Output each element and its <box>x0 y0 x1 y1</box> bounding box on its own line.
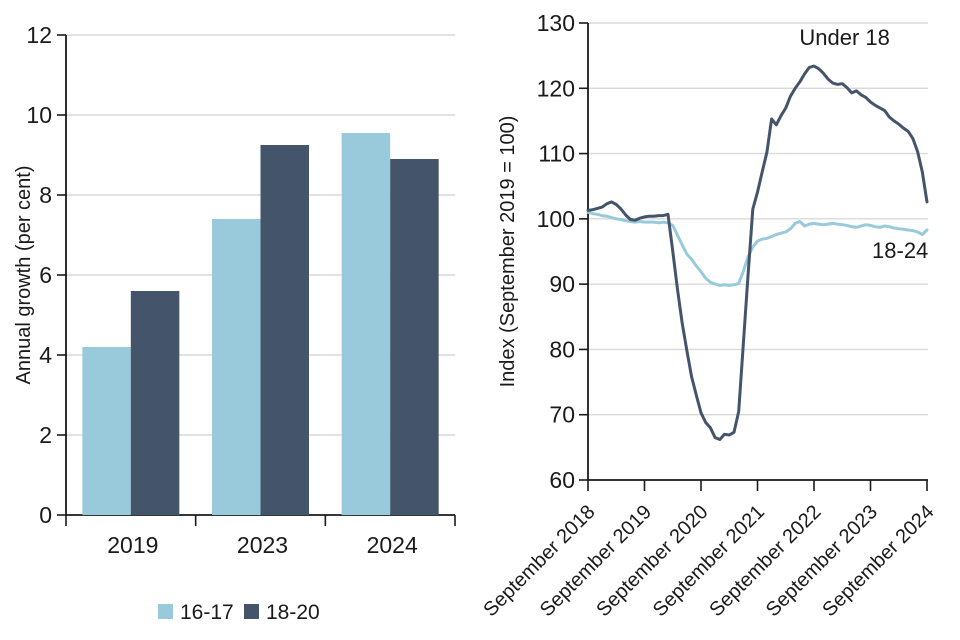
y-axis-title: Annual growth (per cent) <box>13 165 35 384</box>
y-tick-label: 90 <box>549 271 575 297</box>
annual-growth-bar-chart: 0 2 4 6 8 10 12 2019 2023 2024 Annual growth (per … <box>13 22 456 624</box>
legend-swatch-16-17 <box>158 604 173 619</box>
line-series <box>586 64 929 441</box>
bar-18-20-2024 <box>390 159 439 515</box>
series-line-18-24 <box>586 210 929 287</box>
bar-16-17-2023 <box>212 219 261 515</box>
x-category-label: 2019 <box>107 532 158 558</box>
legend-swatch-18-20 <box>244 604 259 619</box>
bar-chart-figure: 0 2 4 6 8 10 12 2019 2023 2024 Annual growth (per … <box>13 22 456 624</box>
series-line-Under 18 <box>586 64 929 441</box>
legend-label-18-20: 18-20 <box>266 601 320 624</box>
y-tick-label: 8 <box>39 182 52 208</box>
bar-16-17-2024 <box>341 133 391 515</box>
x-category-label: 2024 <box>367 532 418 558</box>
y-tick-label: 12 <box>26 22 52 48</box>
bar-18-20-2023 <box>260 145 309 515</box>
line-chart-figure: 60 70 80 90 100 110 120 130 September 2018 Septem… <box>479 0 960 640</box>
y-tick-label: 0 <box>39 502 52 528</box>
bar-18-20-2019 <box>130 291 180 515</box>
y-tick-label: 4 <box>39 342 52 368</box>
y-tick-label: 10 <box>26 102 52 128</box>
y-tick-label: 120 <box>537 75 575 101</box>
y-tick-label: 130 <box>537 10 575 36</box>
legend-label-16-17: 16-17 <box>180 601 234 624</box>
bar-16-17-2019 <box>82 347 131 515</box>
line-gridlines <box>588 22 928 416</box>
line-axes <box>579 22 928 491</box>
y-tick-label: 70 <box>549 402 575 428</box>
series-annotation-18-24: 18-24 <box>872 238 928 263</box>
y-tick-label: 80 <box>549 336 575 362</box>
y-axis-title: Index (September 2019 = 100) <box>497 116 519 388</box>
bar-legend: 16-17 18-20 <box>158 601 320 624</box>
y-tick-label: 6 <box>39 262 52 288</box>
bar-series <box>82 133 439 515</box>
y-tick-label: 60 <box>549 467 575 493</box>
x-category-label: 2023 <box>237 532 288 558</box>
y-tick-label: 100 <box>537 206 575 232</box>
bar-labels: 0 2 4 6 8 10 12 2019 2023 2024 Annual growth (per … <box>13 22 418 558</box>
series-annotation-Under 18: Under 18 <box>799 25 890 50</box>
y-tick-label: 110 <box>538 141 575 167</box>
y-tick-label: 2 <box>39 422 52 448</box>
